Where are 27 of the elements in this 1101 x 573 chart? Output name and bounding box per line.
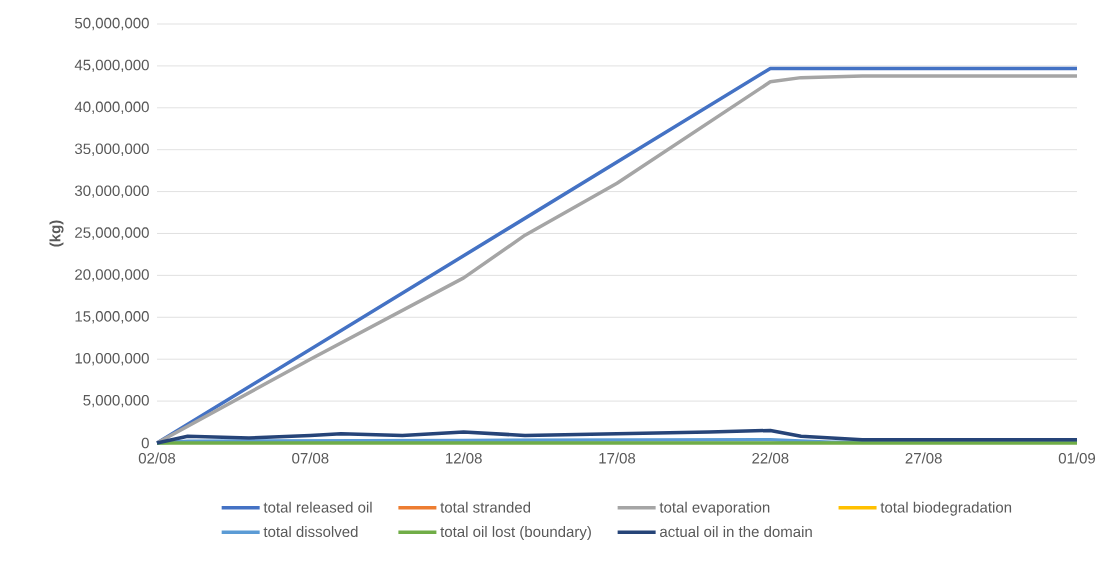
- y-tick-label: 30,000,000: [74, 185, 149, 198]
- y-tick-label: 35,000,000: [74, 143, 149, 156]
- legend-label: total oil lost (boundary): [440, 526, 591, 540]
- legend-label: total released oil: [263, 501, 372, 513]
- y-tick-label: 5,000,000: [83, 394, 149, 408]
- y-tick-label: 15,000,000: [75, 311, 149, 324]
- y-tick-label: 10,000,000: [75, 352, 149, 366]
- legend-label: total evaporation: [659, 501, 770, 516]
- y-axis-title: (kg): [49, 220, 64, 247]
- y-tick-label: 25,000,000: [75, 227, 149, 240]
- x-tick-label: 22/08: [752, 452, 789, 464]
- y-tick-label: 50,000,000: [75, 17, 149, 31]
- legend-label: total stranded: [440, 501, 531, 513]
- legend-label: actual oil in the domain: [660, 526, 812, 538]
- y-tick-label: 0: [141, 437, 149, 449]
- y-tick-label: 40,000,000: [74, 101, 149, 114]
- x-tick-label: 17/08: [599, 452, 636, 464]
- x-tick-label: 02/08: [138, 452, 176, 464]
- x-tick-label: 12/08: [446, 452, 482, 464]
- x-tick-label: 27/08: [905, 452, 942, 464]
- line-series: [155, 428, 1079, 445]
- x-tick-label: 07/08: [292, 452, 329, 464]
- legend-label: total biodegradation: [880, 501, 1012, 516]
- legend-label: total dissolved: [263, 526, 358, 538]
- x-tick-label: 01/09: [1058, 452, 1096, 464]
- y-tick-label: 20,000,000: [75, 269, 149, 282]
- y-tick-label: 45,000,000: [74, 59, 149, 73]
